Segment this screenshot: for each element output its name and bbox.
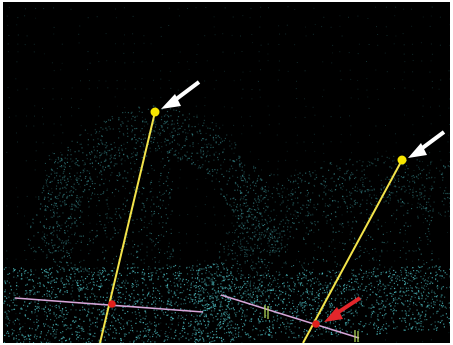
pink-line-right — [220, 294, 360, 339]
white-arrow-left — [161, 80, 201, 109]
yellow-line-right — [302, 159, 403, 343]
point-cloud-canvas — [3, 2, 450, 343]
point-cloud-viewport — [3, 2, 450, 343]
yellow-marker-left — [150, 107, 160, 117]
point-cloud-points — [3, 6, 450, 343]
red-marker-left — [108, 300, 116, 308]
red-arrow — [324, 296, 362, 322]
green-ticks — [264, 305, 359, 342]
red-marker-right — [312, 320, 320, 328]
background — [3, 2, 450, 343]
yellow-marker-right — [397, 155, 407, 165]
white-arrow-right — [408, 130, 446, 158]
